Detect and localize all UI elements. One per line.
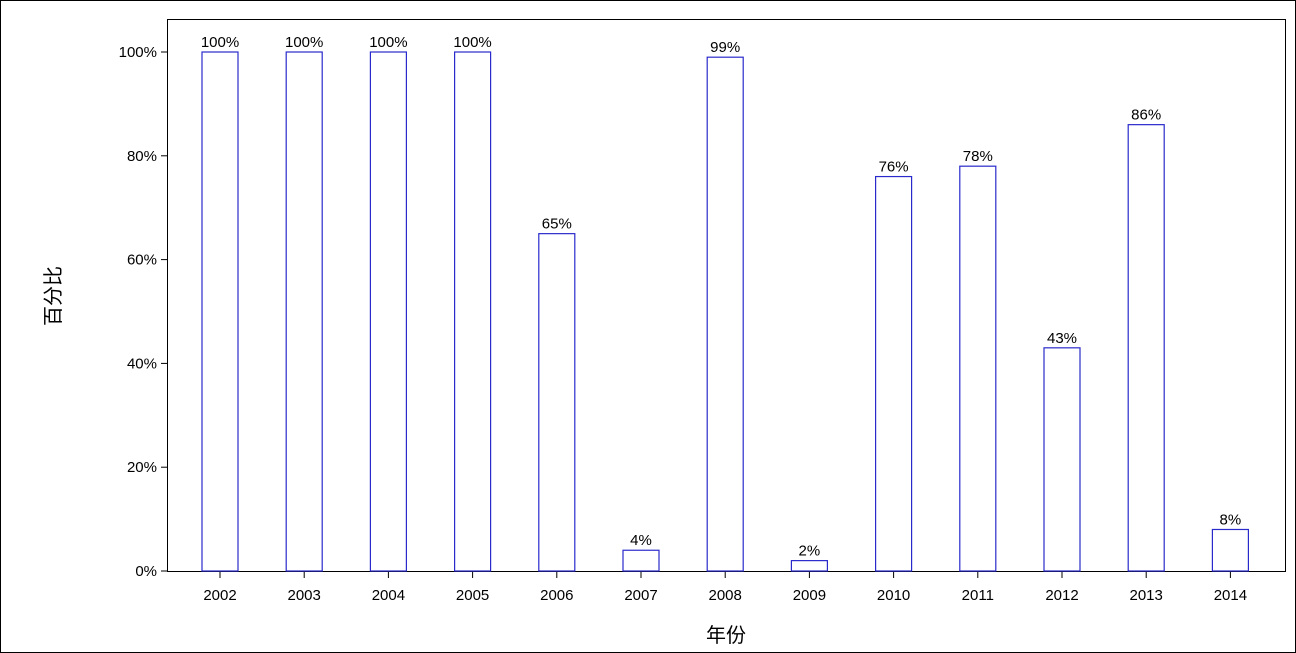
x-tick-label: 2005 (456, 587, 489, 604)
data-label: 65% (542, 216, 572, 233)
y-tick-label: 60% (127, 252, 157, 269)
bar-2005 (454, 51, 492, 572)
data-label: 78% (963, 148, 993, 165)
bar-2009 (790, 560, 829, 572)
x-tick-label: 2007 (624, 587, 657, 604)
x-tick-label: 2012 (1045, 587, 1078, 604)
x-axis: 2002 2003 2004 2005 2006 2007 2008 2009 2010 2011… (203, 571, 1247, 604)
data-label: 4% (630, 532, 652, 549)
x-tick-label: 2003 (288, 587, 321, 604)
x-tick-label: 2008 (709, 587, 742, 604)
bar-2007 (622, 549, 660, 572)
x-tick-label: 2010 (877, 587, 910, 604)
x-axis-title: 年份 (706, 623, 746, 647)
x-tick-label: 2009 (793, 587, 826, 604)
y-tick-label: 80% (127, 148, 157, 165)
bar-2012 (1043, 347, 1081, 572)
bar-2008 (706, 56, 744, 572)
data-labels-group: 100% 100% 100% 100% 65% 4% 99% 2% 76% 78% 43% 86% 8% (201, 34, 1241, 560)
x-tick-label: 2014 (1214, 587, 1247, 604)
data-label: 2% (799, 543, 821, 560)
data-label: 86% (1131, 107, 1161, 124)
bar-2003 (285, 51, 323, 572)
y-tick-label: 0% (135, 563, 157, 580)
y-axis-title: 百分比 (41, 266, 65, 326)
x-tick-label: 2006 (540, 587, 573, 604)
y-tick-label: 100% (119, 44, 157, 61)
bar-2010 (874, 175, 913, 572)
x-tick-label: 2013 (1130, 587, 1163, 604)
data-label: 76% (879, 159, 909, 176)
y-axis: 0% 20% 40% 60% 80% 100% (119, 44, 168, 580)
bar-2002 (201, 51, 239, 572)
data-label: 100% (201, 34, 239, 51)
y-tick-label: 20% (127, 459, 157, 476)
x-tick-label: 2004 (372, 587, 405, 604)
data-label: 100% (285, 34, 323, 51)
bar-2013 (1127, 124, 1165, 572)
data-label: 99% (710, 39, 740, 56)
bar-2006 (538, 233, 576, 572)
data-label: 100% (369, 34, 407, 51)
x-tick-label: 2002 (203, 587, 236, 604)
data-label: 8% (1220, 511, 1242, 528)
x-tick-label: 2011 (962, 587, 994, 604)
bar-2011 (959, 165, 997, 572)
data-label: 43% (1047, 330, 1077, 347)
data-label: 100% (453, 34, 491, 51)
bars-group (201, 51, 1250, 572)
y-tick-label: 40% (127, 355, 157, 372)
bar-2014 (1211, 528, 1250, 572)
bar-2004 (369, 51, 407, 572)
